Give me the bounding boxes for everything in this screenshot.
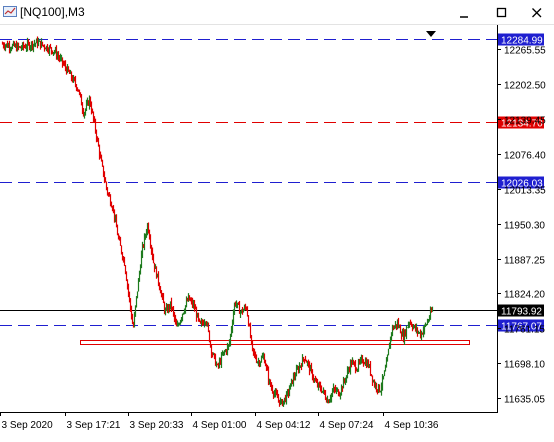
x-tick-label: 3 Sep 20:33 [130,420,184,431]
level-price-tag [498,33,544,46]
current-price-label: 11793.92 [501,307,542,318]
y-tick-label: 11950.30 [504,221,545,232]
level-price-tag [498,176,544,189]
level-price-label: 12284.99 [501,36,543,47]
y-tick-label: 11887.25 [504,256,545,267]
window-titlebar: [NQ100],M3 [0,0,554,25]
y-tick-label: 11635.05 [504,395,545,406]
window-title: [NQ100],M3 [20,5,85,19]
maximize-icon [496,7,507,17]
maximize-button[interactable] [485,0,519,25]
y-tick-label: 12139.45 [504,116,546,127]
y-tick-label: 12202.50 [504,81,546,92]
x-tick-label: 4 Sep 01:00 [193,420,247,431]
current-price-tag [498,304,544,317]
x-tick-label: 4 Sep 04:12 [257,420,311,431]
minimize-button[interactable] [448,0,482,25]
level-price-tag [498,116,544,129]
close-button[interactable] [520,0,554,25]
x-tick-label: 3 Sep 2020 [2,420,54,431]
x-tick-label: 4 Sep 10:36 [385,420,439,431]
level-price-label: 12134.70 [501,119,543,130]
level-price-label: 11767.07 [501,322,542,333]
y-tick-label: 12013.35 [504,186,546,197]
price-chart[interactable]: 12284.99 12134.70 12026.03 11767.07 11793.92… [0,25,554,437]
y-tick-label: 11824.20 [504,290,545,301]
support-zone-rect [80,340,470,345]
x-tick-label: 3 Sep 17:21 [67,420,121,431]
chart-window-icon [3,6,17,17]
autoscroll-triangle-icon [426,31,436,37]
close-icon [532,7,542,17]
y-tick-label: 12076.40 [504,151,546,162]
minimize-icon [460,15,468,18]
y-tick-label: 12265.55 [504,46,546,57]
level-price-tag [498,319,544,332]
y-tick-label: 11698.10 [504,360,545,371]
y-tick-label: 11761.15 [504,325,545,336]
x-tick-label: 4 Sep 07:24 [320,420,374,431]
chart-area[interactable]: 12284.99 12134.70 12026.03 11767.07 11793.92… [0,25,554,437]
level-price-label: 12026.03 [501,179,543,190]
